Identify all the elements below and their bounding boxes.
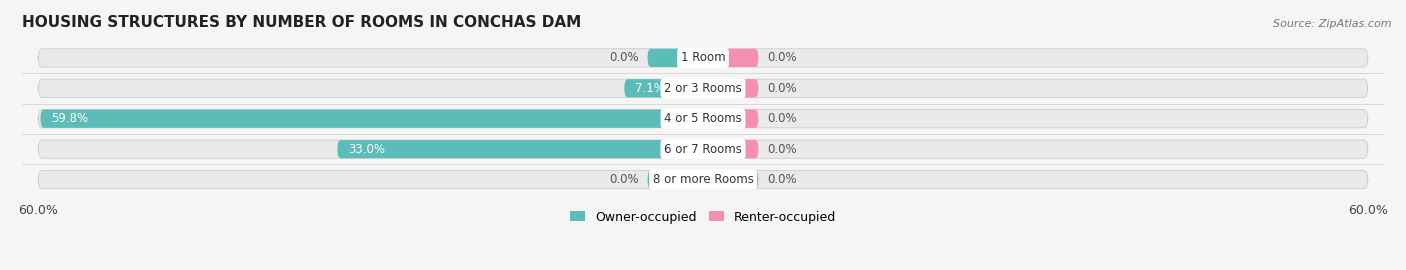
Text: Source: ZipAtlas.com: Source: ZipAtlas.com bbox=[1274, 19, 1392, 29]
FancyBboxPatch shape bbox=[703, 49, 758, 67]
FancyBboxPatch shape bbox=[337, 140, 703, 158]
Text: 2 or 3 Rooms: 2 or 3 Rooms bbox=[664, 82, 742, 95]
FancyBboxPatch shape bbox=[703, 170, 758, 189]
Legend: Owner-occupied, Renter-occupied: Owner-occupied, Renter-occupied bbox=[565, 205, 841, 228]
Text: 0.0%: 0.0% bbox=[768, 51, 797, 64]
Text: 59.8%: 59.8% bbox=[52, 112, 89, 125]
Text: 0.0%: 0.0% bbox=[768, 112, 797, 125]
FancyBboxPatch shape bbox=[703, 110, 758, 128]
FancyBboxPatch shape bbox=[648, 49, 703, 67]
Text: 8 or more Rooms: 8 or more Rooms bbox=[652, 173, 754, 186]
Text: HOUSING STRUCTURES BY NUMBER OF ROOMS IN CONCHAS DAM: HOUSING STRUCTURES BY NUMBER OF ROOMS IN… bbox=[21, 15, 581, 30]
Text: 7.1%: 7.1% bbox=[636, 82, 665, 95]
Text: 0.0%: 0.0% bbox=[609, 173, 638, 186]
Text: 0.0%: 0.0% bbox=[768, 82, 797, 95]
FancyBboxPatch shape bbox=[38, 49, 1368, 67]
Text: 33.0%: 33.0% bbox=[349, 143, 385, 156]
Text: 4 or 5 Rooms: 4 or 5 Rooms bbox=[664, 112, 742, 125]
FancyBboxPatch shape bbox=[41, 110, 703, 128]
FancyBboxPatch shape bbox=[624, 79, 703, 97]
Text: 1 Room: 1 Room bbox=[681, 51, 725, 64]
FancyBboxPatch shape bbox=[38, 110, 1368, 128]
Text: 0.0%: 0.0% bbox=[609, 51, 638, 64]
FancyBboxPatch shape bbox=[703, 79, 758, 97]
FancyBboxPatch shape bbox=[38, 140, 1368, 158]
Text: 0.0%: 0.0% bbox=[768, 173, 797, 186]
FancyBboxPatch shape bbox=[648, 170, 703, 189]
FancyBboxPatch shape bbox=[38, 170, 1368, 189]
FancyBboxPatch shape bbox=[38, 79, 1368, 97]
Text: 0.0%: 0.0% bbox=[768, 143, 797, 156]
Text: 6 or 7 Rooms: 6 or 7 Rooms bbox=[664, 143, 742, 156]
FancyBboxPatch shape bbox=[703, 140, 758, 158]
